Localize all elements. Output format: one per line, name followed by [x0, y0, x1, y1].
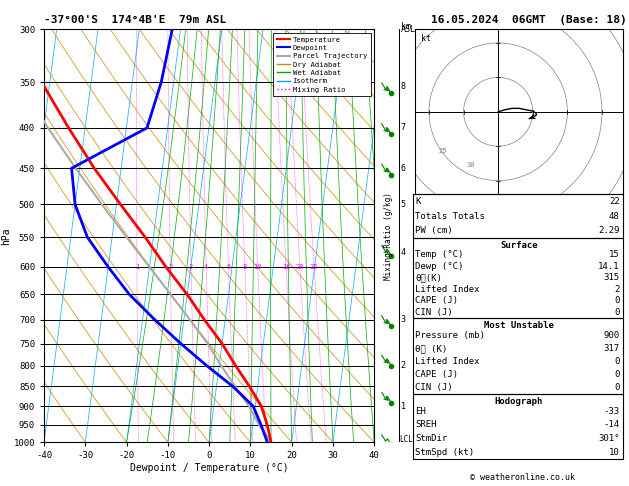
Text: CAPE (J): CAPE (J): [415, 296, 458, 306]
Text: 15: 15: [609, 250, 620, 259]
Text: Most Unstable: Most Unstable: [484, 321, 554, 330]
Text: kt: kt: [421, 34, 431, 43]
Text: 0: 0: [614, 308, 620, 317]
Text: Surface: Surface: [500, 241, 538, 250]
Text: θᴄ(K): θᴄ(K): [415, 273, 442, 282]
Text: 0: 0: [614, 357, 620, 366]
Text: CAPE (J): CAPE (J): [415, 370, 458, 379]
Text: EH: EH: [415, 407, 426, 416]
Text: 1: 1: [401, 401, 406, 411]
Text: 0: 0: [614, 382, 620, 392]
Text: 6: 6: [401, 164, 406, 173]
Text: 900: 900: [603, 331, 620, 340]
Text: 3: 3: [401, 315, 406, 324]
Text: 3: 3: [189, 264, 193, 270]
Text: PW (cm): PW (cm): [415, 226, 453, 235]
Text: 16.05.2024  06GMT  (Base: 18): 16.05.2024 06GMT (Base: 18): [431, 15, 626, 25]
Text: 0: 0: [614, 296, 620, 306]
Text: 20: 20: [296, 264, 304, 270]
Text: ASL: ASL: [401, 25, 416, 34]
Text: Totals Totals: Totals Totals: [415, 212, 485, 221]
Text: 315: 315: [603, 273, 620, 282]
Text: Dewp (°C): Dewp (°C): [415, 261, 464, 271]
Text: 7: 7: [401, 123, 406, 132]
Text: km: km: [401, 22, 411, 31]
Text: StmSpd (kt): StmSpd (kt): [415, 448, 474, 457]
Text: StmDir: StmDir: [415, 434, 447, 443]
Text: 14.1: 14.1: [598, 261, 620, 271]
Text: θᴄ (K): θᴄ (K): [415, 344, 447, 353]
Text: -33: -33: [603, 407, 620, 416]
Text: CIN (J): CIN (J): [415, 382, 453, 392]
Text: 48: 48: [609, 212, 620, 221]
Text: 301°: 301°: [598, 434, 620, 443]
Text: © weatheronline.co.uk: © weatheronline.co.uk: [470, 473, 574, 482]
Text: 10: 10: [253, 264, 262, 270]
Text: 2: 2: [614, 285, 620, 294]
Text: 6: 6: [226, 264, 230, 270]
Text: -37°00'S  174°4B'E  79m ASL: -37°00'S 174°4B'E 79m ASL: [44, 15, 226, 25]
Text: -14: -14: [603, 420, 620, 430]
Text: Hodograph: Hodograph: [495, 397, 543, 406]
Text: 22: 22: [609, 197, 620, 206]
Text: CIN (J): CIN (J): [415, 308, 453, 317]
Text: 317: 317: [603, 344, 620, 353]
Y-axis label: hPa: hPa: [1, 227, 11, 244]
Text: LCL: LCL: [399, 435, 413, 444]
Text: Lifted Index: Lifted Index: [415, 357, 480, 366]
Text: 4: 4: [204, 264, 208, 270]
Text: 4: 4: [401, 248, 406, 257]
Text: Pressure (mb): Pressure (mb): [415, 331, 485, 340]
X-axis label: Dewpoint / Temperature (°C): Dewpoint / Temperature (°C): [130, 463, 289, 473]
Text: 30: 30: [466, 162, 475, 168]
Legend: Temperature, Dewpoint, Parcel Trajectory, Dry Adiabat, Wet Adiabat, Isotherm, Mi: Temperature, Dewpoint, Parcel Trajectory…: [273, 33, 370, 96]
Text: Temp (°C): Temp (°C): [415, 250, 464, 259]
Text: Mixing Ratio (g/kg): Mixing Ratio (g/kg): [384, 192, 392, 279]
Text: 1: 1: [135, 264, 139, 270]
Text: 25: 25: [438, 148, 447, 154]
Text: 5: 5: [401, 200, 406, 209]
Text: K: K: [415, 197, 421, 206]
Text: 25: 25: [310, 264, 318, 270]
Text: 2.29: 2.29: [598, 226, 620, 235]
Text: 16: 16: [282, 264, 291, 270]
Text: SREH: SREH: [415, 420, 437, 430]
Text: 8: 8: [401, 83, 406, 91]
Text: Lifted Index: Lifted Index: [415, 285, 480, 294]
Text: 10: 10: [609, 448, 620, 457]
Text: 8: 8: [243, 264, 247, 270]
Text: 2: 2: [168, 264, 172, 270]
Text: 2: 2: [401, 361, 406, 370]
Text: 0: 0: [614, 370, 620, 379]
